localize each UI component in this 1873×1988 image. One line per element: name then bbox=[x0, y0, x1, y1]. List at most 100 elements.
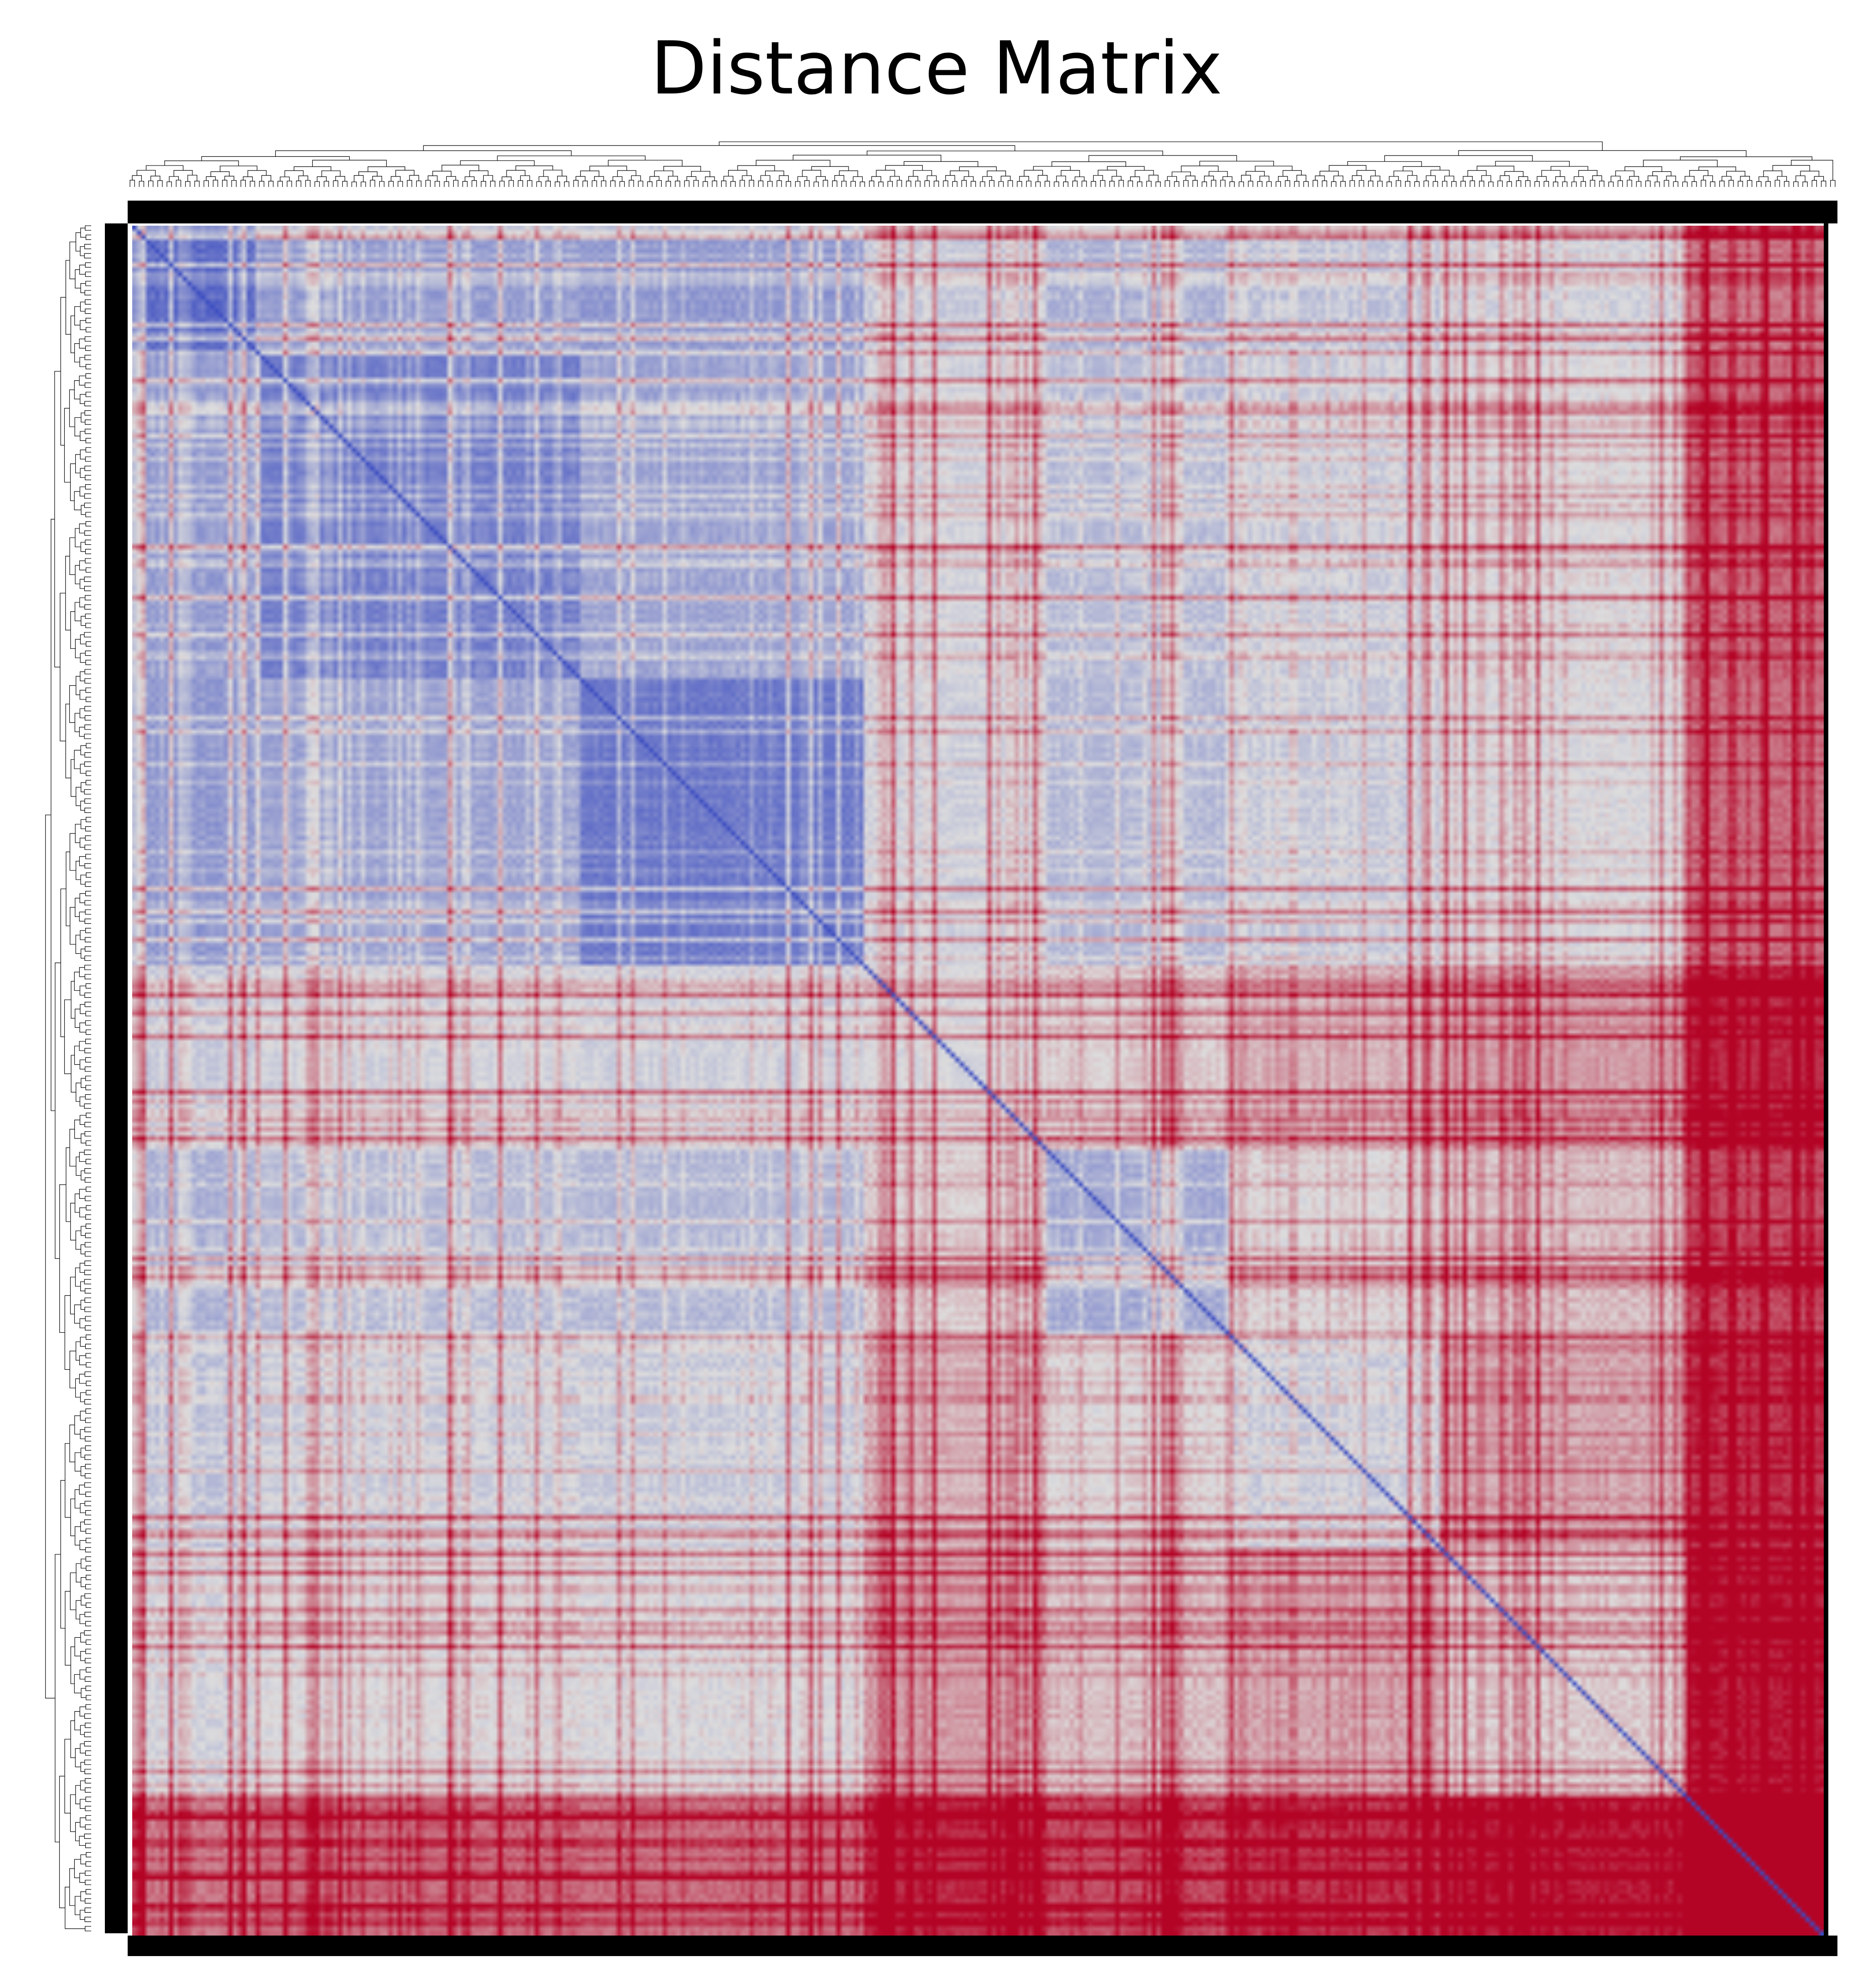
dendrogram-link bbox=[86, 1602, 91, 1608]
dendrogram-link bbox=[1537, 176, 1547, 182]
dendrogram-link bbox=[1164, 180, 1170, 187]
dendrogram-link bbox=[1636, 181, 1641, 187]
dendrogram-link bbox=[84, 965, 91, 970]
dendrogram-link bbox=[287, 181, 292, 187]
dendrogram-link bbox=[84, 1399, 91, 1405]
dendrogram-link bbox=[465, 176, 475, 181]
dendrogram-link bbox=[74, 1711, 81, 1730]
dendrogram-link bbox=[85, 1159, 91, 1165]
dendrogram-link bbox=[84, 1149, 91, 1155]
dendrogram-link bbox=[85, 826, 91, 832]
dendrogram-link bbox=[64, 1295, 71, 1370]
dendrogram-link bbox=[1146, 181, 1152, 187]
dendrogram-link bbox=[74, 1674, 81, 1693]
dendrogram-link bbox=[84, 1833, 91, 1839]
dendrogram-link bbox=[1054, 181, 1059, 187]
dendrogram-link bbox=[1229, 181, 1235, 187]
dendrogram-link bbox=[80, 1522, 86, 1532]
dendrogram-link bbox=[74, 1046, 80, 1065]
dendrogram-link bbox=[80, 671, 85, 681]
dendrogram-link bbox=[84, 1002, 91, 1007]
dendrogram-link bbox=[85, 1473, 91, 1479]
dendrogram-link bbox=[79, 838, 86, 848]
dendrogram-link bbox=[980, 181, 985, 187]
dendrogram-link bbox=[1772, 165, 1810, 171]
dendrogram-link bbox=[885, 165, 923, 171]
dendrogram-link bbox=[65, 1443, 71, 1518]
dendrogram-link bbox=[85, 1889, 91, 1895]
dendrogram-link bbox=[1329, 165, 1366, 171]
dendrogram-link bbox=[85, 1223, 91, 1229]
dendrogram-link bbox=[1680, 156, 1812, 160]
dendrogram-link bbox=[693, 180, 699, 187]
dendrogram-link bbox=[372, 176, 383, 181]
dendrogram-link bbox=[84, 290, 91, 295]
dendrogram-link bbox=[70, 1794, 76, 1832]
dendrogram-link bbox=[74, 1489, 81, 1509]
dendrogram-link bbox=[80, 652, 86, 663]
dendrogram-link bbox=[84, 1732, 91, 1737]
dendrogram-link bbox=[71, 981, 75, 1019]
dendrogram-link bbox=[1562, 181, 1568, 187]
dendrogram-link bbox=[85, 1464, 91, 1470]
dendrogram-link bbox=[502, 176, 512, 181]
dendrogram-link bbox=[1259, 176, 1269, 182]
dendrogram-link bbox=[76, 1156, 81, 1176]
dendrogram-link bbox=[742, 175, 752, 181]
dendrogram-link bbox=[85, 1418, 91, 1423]
dendrogram-link bbox=[841, 181, 847, 187]
dendrogram-link bbox=[1643, 160, 1718, 167]
dendrogram-link bbox=[1389, 176, 1399, 182]
dendrogram-link bbox=[80, 468, 85, 478]
dendrogram-link bbox=[730, 181, 736, 187]
dendrogram-link bbox=[1100, 180, 1106, 187]
dendrogram-link bbox=[85, 1510, 91, 1516]
dendrogram-link bbox=[75, 232, 81, 252]
dendrogram-link bbox=[79, 911, 86, 922]
dendrogram-link bbox=[74, 417, 81, 436]
dendrogram-link bbox=[75, 454, 81, 473]
dendrogram-link bbox=[86, 641, 91, 647]
dendrogram-link bbox=[1051, 161, 1126, 167]
dendrogram-link bbox=[79, 1059, 86, 1070]
dendrogram-link bbox=[85, 928, 91, 933]
dendrogram-link bbox=[1615, 171, 1635, 176]
dendrogram-link bbox=[85, 234, 91, 240]
dendrogram-link bbox=[84, 632, 91, 637]
dendrogram-link bbox=[85, 1639, 91, 1645]
dendrogram-link bbox=[388, 181, 394, 187]
dendrogram-link bbox=[85, 881, 91, 887]
dendrogram-link bbox=[1149, 175, 1159, 182]
dendrogram-link bbox=[1791, 160, 1833, 181]
dendrogram-link bbox=[358, 171, 378, 176]
dendrogram-link bbox=[333, 180, 338, 187]
dendrogram-link bbox=[79, 1207, 86, 1217]
dendrogram-link bbox=[1710, 181, 1716, 187]
dendrogram-link bbox=[867, 150, 1163, 155]
dendrogram-link bbox=[1137, 181, 1143, 187]
dendrogram-link bbox=[84, 1676, 91, 1682]
dendrogram-link bbox=[145, 165, 184, 171]
dendrogram-link bbox=[1204, 176, 1214, 182]
dendrogram-link bbox=[444, 181, 449, 187]
dendrogram-link bbox=[85, 1251, 91, 1257]
dendrogram-link bbox=[342, 181, 348, 187]
dendrogram-link bbox=[84, 678, 91, 684]
dendrogram-link bbox=[832, 180, 838, 187]
dendrogram-link bbox=[79, 967, 85, 977]
dendrogram-link bbox=[85, 1649, 91, 1654]
dendrogram-link bbox=[85, 1445, 91, 1451]
dendrogram-link bbox=[446, 176, 456, 182]
dendrogram-link bbox=[490, 181, 496, 187]
dendrogram-link bbox=[79, 487, 86, 497]
distance-matrix-heatmap bbox=[132, 226, 1824, 1936]
dendrogram-link bbox=[1222, 176, 1232, 182]
dendrogram-link bbox=[354, 175, 364, 182]
dendrogram-link bbox=[79, 579, 85, 589]
dendrogram-link bbox=[81, 1688, 86, 1698]
dendrogram-link bbox=[79, 856, 86, 866]
dendrogram-links bbox=[45, 225, 91, 1931]
dendrogram-link bbox=[86, 1574, 91, 1580]
dendrogram-link bbox=[80, 228, 86, 238]
dendrogram-link bbox=[277, 181, 283, 187]
